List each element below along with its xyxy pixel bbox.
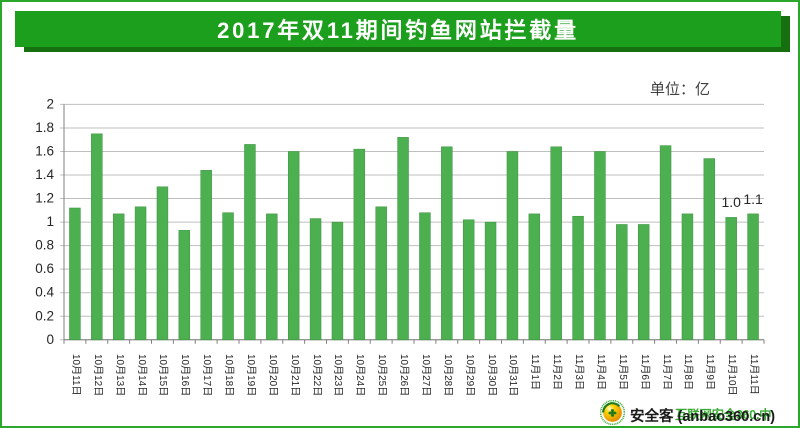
svg-text:1.6: 1.6 [35, 143, 54, 158]
svg-text:2: 2 [46, 96, 54, 111]
svg-text:0.2: 0.2 [35, 308, 54, 323]
svg-text:1.4: 1.4 [35, 167, 54, 182]
svg-text:1: 1 [46, 214, 54, 229]
svg-text:0.4: 0.4 [35, 285, 54, 300]
svg-text:0.6: 0.6 [35, 261, 54, 276]
svg-text:0.8: 0.8 [35, 238, 54, 253]
svg-text:0: 0 [46, 332, 54, 347]
svg-text:1.8: 1.8 [35, 120, 54, 135]
svg-text:1.2: 1.2 [35, 191, 54, 206]
